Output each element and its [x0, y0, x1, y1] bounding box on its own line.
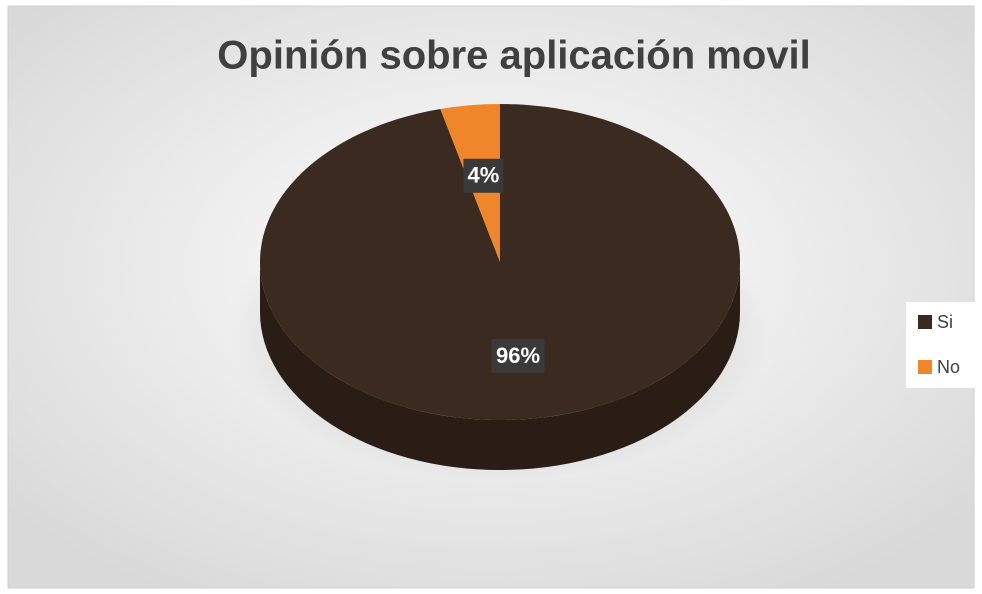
pie-slice [259, 104, 740, 420]
label-box [463, 158, 504, 193]
legend-swatch [918, 360, 932, 374]
legend-box [906, 302, 976, 388]
legend-label: Si [937, 312, 953, 332]
pie-side [260, 262, 740, 470]
legend-swatch [918, 315, 932, 329]
labels: 96% 4% [463, 158, 545, 374]
label-box [491, 339, 545, 374]
data-label: 96% [496, 343, 540, 368]
chart-title: Opinión sobre aplicación movil [217, 34, 810, 78]
data-label: 4% [468, 163, 500, 188]
legend-label: No [937, 357, 960, 377]
legend: Si No [918, 312, 960, 377]
